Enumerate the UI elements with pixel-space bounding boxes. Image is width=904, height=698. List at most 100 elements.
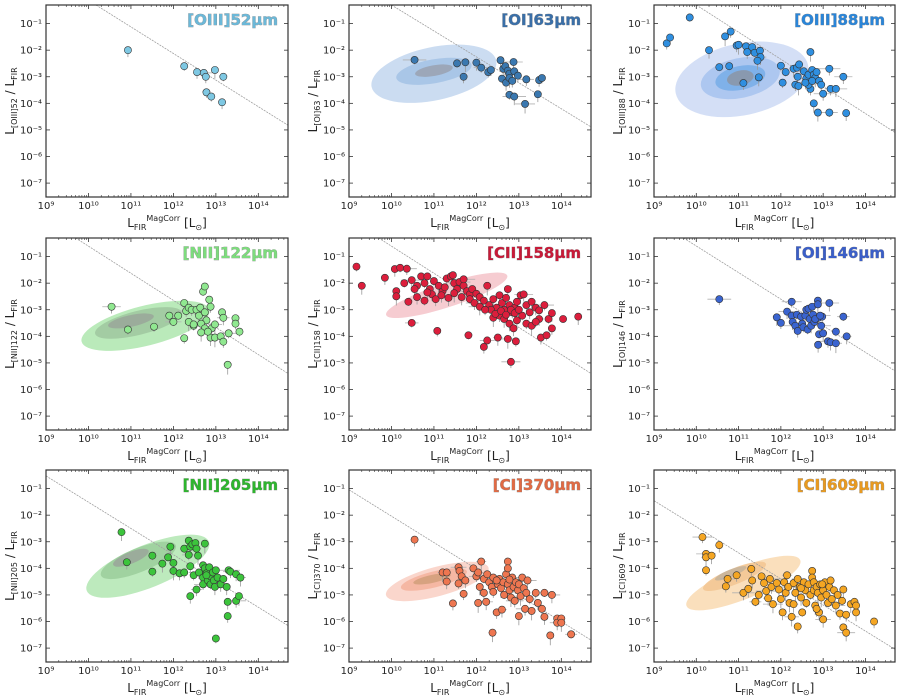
data-point[interactable] (698, 533, 707, 541)
data-point[interactable] (444, 293, 453, 302)
data-point[interactable] (200, 308, 209, 317)
data-point[interactable] (523, 576, 532, 585)
data-point[interactable] (813, 300, 822, 309)
data-point[interactable] (124, 325, 132, 334)
data-point[interactable] (231, 319, 240, 328)
data-point[interactable] (852, 608, 860, 617)
data-point[interactable] (219, 337, 228, 346)
data-point[interactable] (492, 576, 501, 585)
data-point[interactable] (222, 583, 231, 591)
data-point[interactable] (751, 597, 760, 606)
data-point[interactable] (474, 599, 483, 607)
data-point[interactable] (193, 68, 201, 76)
data-point[interactable] (380, 273, 389, 282)
data-point[interactable] (165, 311, 174, 320)
data-point[interactable] (219, 72, 228, 81)
data-point[interactable] (542, 331, 551, 340)
data-point[interactable] (459, 72, 468, 81)
data-point[interactable] (513, 297, 521, 306)
data-point[interactable] (433, 327, 442, 335)
data-point[interactable] (702, 566, 710, 575)
data-point[interactable] (219, 575, 228, 583)
data-point[interactable] (557, 618, 566, 627)
data-point[interactable] (793, 327, 802, 335)
data-point[interactable] (793, 575, 802, 583)
data-point[interactable] (513, 316, 521, 325)
data-point[interactable] (392, 292, 401, 301)
data-point[interactable] (475, 583, 484, 591)
data-point[interactable] (723, 575, 732, 583)
data-point[interactable] (461, 576, 470, 585)
data-point[interactable] (407, 319, 416, 327)
data-point[interactable] (107, 302, 116, 311)
data-point[interactable] (825, 64, 834, 73)
data-point[interactable] (200, 539, 209, 548)
data-point[interactable] (666, 33, 674, 42)
data-point[interactable] (726, 27, 735, 36)
data-point[interactable] (842, 109, 851, 117)
data-point[interactable] (531, 317, 540, 326)
data-point[interactable] (827, 595, 836, 603)
data-point[interactable] (496, 56, 505, 65)
data-point[interactable] (352, 262, 361, 271)
data-point[interactable] (211, 320, 219, 329)
data-point[interactable] (522, 75, 531, 84)
data-point[interactable] (748, 576, 757, 585)
data-point[interactable] (814, 340, 823, 349)
data-point[interactable] (184, 551, 193, 559)
data-point[interactable] (725, 62, 734, 71)
data-point[interactable] (787, 297, 796, 306)
data-point[interactable] (482, 597, 491, 606)
data-point[interactable] (819, 89, 828, 98)
data-point[interactable] (778, 608, 787, 617)
data-point[interactable] (503, 557, 512, 566)
data-point[interactable] (793, 72, 802, 81)
data-point[interactable] (430, 277, 438, 285)
data-point[interactable] (535, 306, 544, 315)
data-point[interactable] (495, 291, 504, 300)
data-point[interactable] (559, 315, 567, 323)
data-point[interactable] (150, 322, 158, 331)
data-point[interactable] (472, 58, 481, 67)
data-point[interactable] (442, 577, 451, 586)
data-point[interactable] (223, 597, 232, 606)
data-point[interactable] (483, 570, 492, 579)
data-point[interactable] (744, 584, 753, 593)
data-point[interactable] (787, 612, 796, 621)
data-point[interactable] (772, 313, 781, 322)
data-point[interactable] (822, 591, 831, 599)
data-point[interactable] (531, 588, 540, 597)
data-point[interactable] (195, 568, 203, 577)
data-point[interactable] (791, 588, 800, 597)
data-point[interactable] (487, 66, 495, 74)
data-point[interactable] (219, 313, 228, 322)
data-point[interactable] (483, 336, 492, 345)
data-point[interactable] (186, 562, 195, 571)
data-point[interactable] (508, 76, 517, 85)
data-point[interactable] (839, 585, 848, 594)
data-point[interactable] (747, 565, 756, 573)
data-point[interactable] (207, 92, 216, 101)
data-point[interactable] (180, 62, 189, 71)
data-point[interactable] (767, 583, 776, 591)
data-point[interactable] (574, 312, 583, 321)
data-point[interactable] (831, 339, 840, 348)
data-point[interactable] (707, 551, 716, 560)
data-point[interactable] (459, 589, 468, 598)
data-point[interactable] (521, 604, 529, 613)
data-point[interactable] (808, 76, 817, 85)
data-point[interactable] (772, 579, 781, 587)
data-point[interactable] (224, 329, 233, 338)
data-point[interactable] (842, 332, 851, 341)
data-point[interactable] (776, 61, 785, 70)
data-point[interactable] (483, 281, 492, 290)
data-point[interactable] (806, 48, 815, 56)
data-point[interactable] (538, 604, 546, 613)
data-point[interactable] (211, 566, 220, 575)
data-point[interactable] (205, 295, 214, 304)
data-point[interactable] (525, 308, 534, 317)
data-point[interactable] (547, 324, 556, 333)
data-point[interactable] (481, 305, 489, 314)
data-point[interactable] (833, 591, 842, 599)
data-point[interactable] (202, 88, 211, 97)
